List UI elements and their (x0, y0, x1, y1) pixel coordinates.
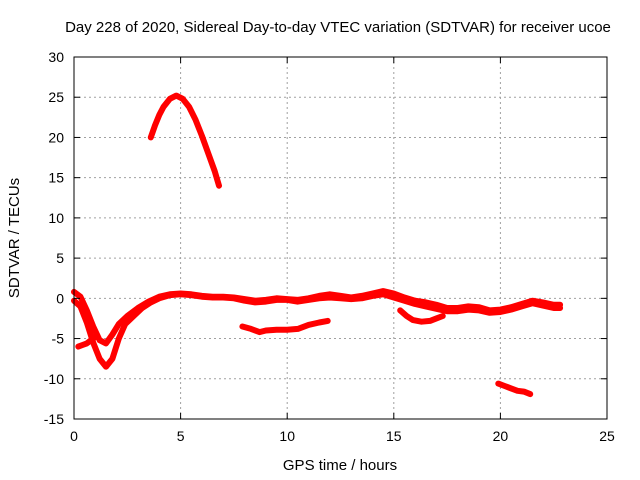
series-arc-late (397, 307, 446, 325)
x-tick-label: 10 (279, 428, 295, 444)
y-axis-ticks: -15 -10 -5 0 5 10 15 20 25 30 (44, 49, 607, 427)
data-series (71, 92, 564, 398)
x-tick-label: 25 (599, 428, 615, 444)
y-tick-label: 15 (48, 170, 64, 186)
x-tick-label: 20 (493, 428, 509, 444)
x-axis-label: GPS time / hours (283, 457, 397, 474)
chart-title: Day 228 of 2020, Sidereal Day-to-day VTE… (65, 19, 611, 36)
x-tick-label: 5 (177, 428, 185, 444)
y-tick-label: 25 (48, 89, 64, 105)
x-tick-label: 15 (386, 428, 402, 444)
y-tick-label: -5 (52, 331, 65, 347)
x-tick-label: 0 (70, 428, 78, 444)
grid (74, 57, 607, 419)
series-arc-early (75, 333, 99, 350)
y-tick-label: -15 (44, 411, 64, 427)
y-tick-label: 10 (48, 210, 64, 226)
series-arc-main-2 (71, 291, 564, 370)
plot-frame (73, 56, 608, 420)
y-tick-label: 0 (56, 290, 64, 306)
series-arc-mid (239, 317, 331, 336)
y-tick-label: 20 (48, 129, 64, 145)
x-axis-ticks: 0 5 10 15 20 25 (70, 57, 615, 444)
series-arc-end (495, 380, 534, 398)
y-axis-label: SDTVAR / TECUs (6, 178, 23, 298)
y-tick-label: 30 (48, 49, 64, 65)
y-tick-label: 5 (56, 250, 64, 266)
series-arc-high (147, 92, 222, 189)
y-tick-label: -10 (44, 371, 64, 387)
